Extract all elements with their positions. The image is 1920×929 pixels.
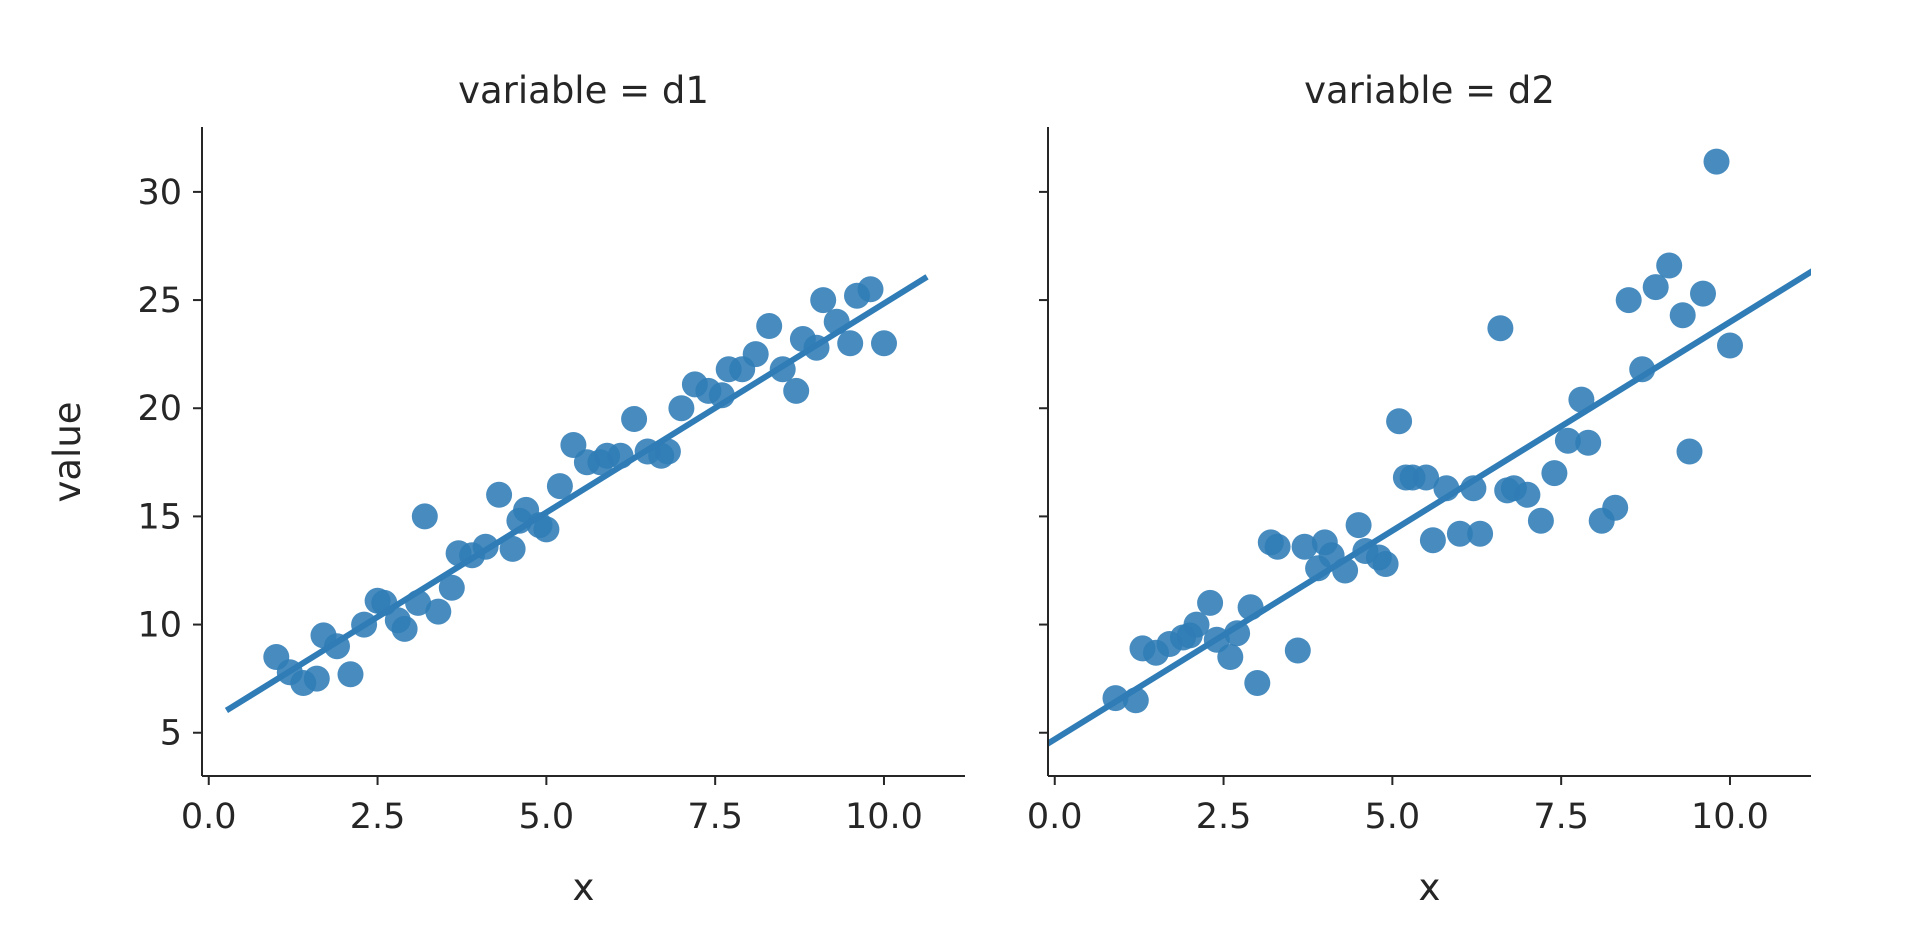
y-axis-label: value bbox=[46, 401, 89, 502]
data-point bbox=[1419, 527, 1446, 554]
x-tick-label: 5.0 bbox=[519, 797, 575, 837]
data-point bbox=[1615, 287, 1642, 314]
x-tick-label: 0.0 bbox=[1027, 797, 1083, 837]
data-point bbox=[1575, 429, 1602, 456]
data-point bbox=[668, 395, 695, 422]
data-point bbox=[871, 330, 897, 357]
data-point bbox=[1224, 620, 1251, 647]
x-tick-label: 2.5 bbox=[350, 797, 406, 837]
facet-title: variable = d1 bbox=[458, 69, 709, 112]
data-point bbox=[654, 438, 681, 465]
facet-panel-d1: 0.0 2.5 5.0 7.5 10.0 5 10 15 20 25 30 variable = d1… bbox=[46, 69, 965, 909]
data-point bbox=[621, 406, 648, 432]
data-point bbox=[742, 341, 769, 368]
data-point bbox=[783, 377, 810, 404]
plot-area bbox=[224, 274, 929, 714]
data-point bbox=[837, 330, 864, 357]
data-point bbox=[1345, 512, 1372, 539]
regression-line bbox=[224, 274, 929, 714]
data-point bbox=[1446, 520, 1473, 547]
data-point bbox=[1183, 611, 1210, 638]
data-point bbox=[1291, 533, 1318, 560]
data-point bbox=[391, 615, 418, 642]
data-point bbox=[303, 665, 330, 692]
data-point bbox=[810, 287, 837, 314]
x-axis-label: x bbox=[573, 866, 595, 909]
data-point bbox=[546, 473, 573, 500]
data-point bbox=[1629, 356, 1656, 383]
data-point bbox=[1386, 408, 1413, 435]
regression-line bbox=[1048, 268, 1811, 748]
data-point bbox=[1602, 494, 1629, 521]
y-tick-label: 5 bbox=[160, 714, 182, 754]
facet-panel-d2: 0.0 2.5 5.0 7.5 10.0 variable = d2 x bbox=[1027, 69, 1811, 909]
data-point bbox=[1413, 464, 1440, 491]
y-tick-label: 25 bbox=[137, 281, 182, 321]
data-point bbox=[1372, 551, 1399, 577]
data-point bbox=[1527, 507, 1554, 534]
y-tick-label: 20 bbox=[137, 389, 182, 429]
data-point bbox=[1676, 438, 1703, 465]
data-point bbox=[1514, 481, 1541, 508]
data-point bbox=[411, 503, 438, 530]
data-point bbox=[438, 574, 465, 601]
x-tick-label: 7.5 bbox=[687, 797, 743, 837]
data-point bbox=[1690, 280, 1716, 307]
data-point bbox=[425, 598, 452, 625]
data-point bbox=[1541, 460, 1568, 487]
data-point bbox=[1467, 520, 1494, 547]
data-point bbox=[1642, 274, 1669, 301]
plot-area bbox=[1048, 148, 1811, 748]
data-point bbox=[337, 661, 364, 688]
data-point bbox=[1554, 427, 1581, 454]
y-tick-label: 10 bbox=[137, 606, 182, 646]
data-point bbox=[1717, 332, 1743, 359]
x-tick-label: 10.0 bbox=[1691, 797, 1769, 837]
data-point bbox=[1244, 670, 1271, 696]
data-point bbox=[533, 516, 560, 543]
data-point bbox=[1197, 589, 1224, 616]
data-point bbox=[857, 276, 884, 303]
data-point bbox=[1703, 148, 1730, 175]
data-point bbox=[486, 481, 513, 508]
facet-title: variable = d2 bbox=[1304, 69, 1555, 112]
x-tick-label: 5.0 bbox=[1365, 797, 1421, 837]
data-point bbox=[1217, 644, 1244, 670]
data-point bbox=[1669, 302, 1696, 329]
data-point bbox=[1284, 637, 1311, 664]
data-point bbox=[499, 535, 526, 562]
x-tick-label: 10.0 bbox=[845, 797, 923, 837]
x-tick-label: 7.5 bbox=[1533, 797, 1589, 837]
x-tick-label: 0.0 bbox=[181, 797, 237, 837]
x-tick-label: 2.5 bbox=[1196, 797, 1252, 837]
data-point bbox=[1264, 533, 1291, 560]
data-point bbox=[756, 313, 783, 339]
data-point bbox=[1656, 252, 1683, 279]
y-tick-label: 15 bbox=[137, 497, 182, 537]
x-axis-label: x bbox=[1419, 866, 1441, 909]
data-point bbox=[1568, 386, 1595, 413]
y-tick-label: 30 bbox=[137, 173, 182, 213]
data-point bbox=[1487, 315, 1514, 342]
